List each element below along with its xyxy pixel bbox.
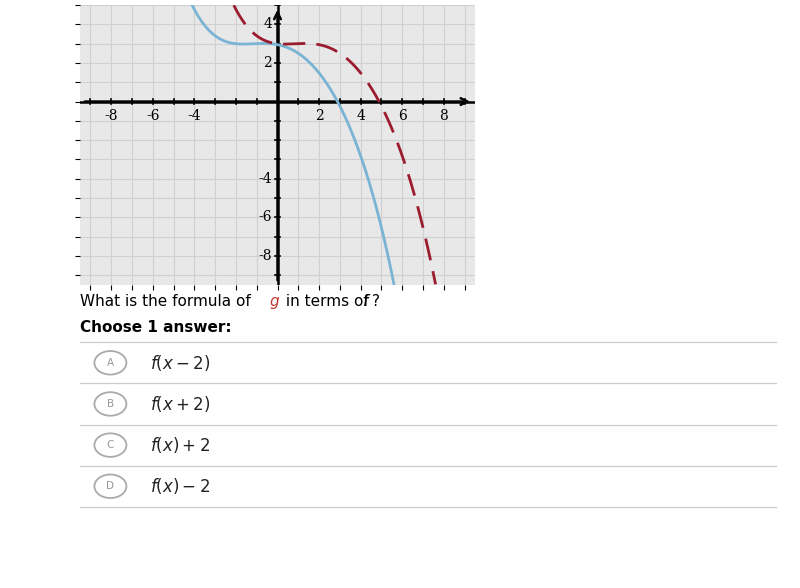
- Text: $f(x-2)$: $f(x-2)$: [150, 353, 210, 373]
- Text: -6: -6: [146, 109, 159, 123]
- Text: A: A: [107, 358, 114, 368]
- Text: D: D: [106, 481, 114, 492]
- Text: -4: -4: [258, 172, 272, 186]
- Text: -6: -6: [259, 211, 272, 225]
- Text: f: f: [363, 293, 369, 309]
- Text: B: B: [107, 399, 114, 409]
- Text: C: C: [106, 440, 114, 450]
- Text: 4: 4: [356, 109, 365, 123]
- Text: 6: 6: [398, 109, 406, 123]
- Text: -8: -8: [259, 249, 272, 263]
- Text: 8: 8: [439, 109, 448, 123]
- Text: $f(x+2)$: $f(x+2)$: [150, 394, 210, 414]
- Text: $f(x)+2$: $f(x)+2$: [150, 435, 210, 455]
- Text: 2: 2: [314, 109, 323, 123]
- Text: -4: -4: [187, 109, 201, 123]
- Text: 2: 2: [263, 56, 272, 70]
- Text: -8: -8: [105, 109, 118, 123]
- Text: in terms of: in terms of: [281, 293, 374, 309]
- Text: What is the formula of: What is the formula of: [80, 293, 256, 309]
- Text: g: g: [270, 293, 279, 309]
- Text: ?: ?: [372, 293, 380, 309]
- Text: 4: 4: [263, 17, 272, 31]
- Text: $f(x)-2$: $f(x)-2$: [150, 476, 210, 496]
- Text: Choose 1 answer:: Choose 1 answer:: [80, 320, 232, 335]
